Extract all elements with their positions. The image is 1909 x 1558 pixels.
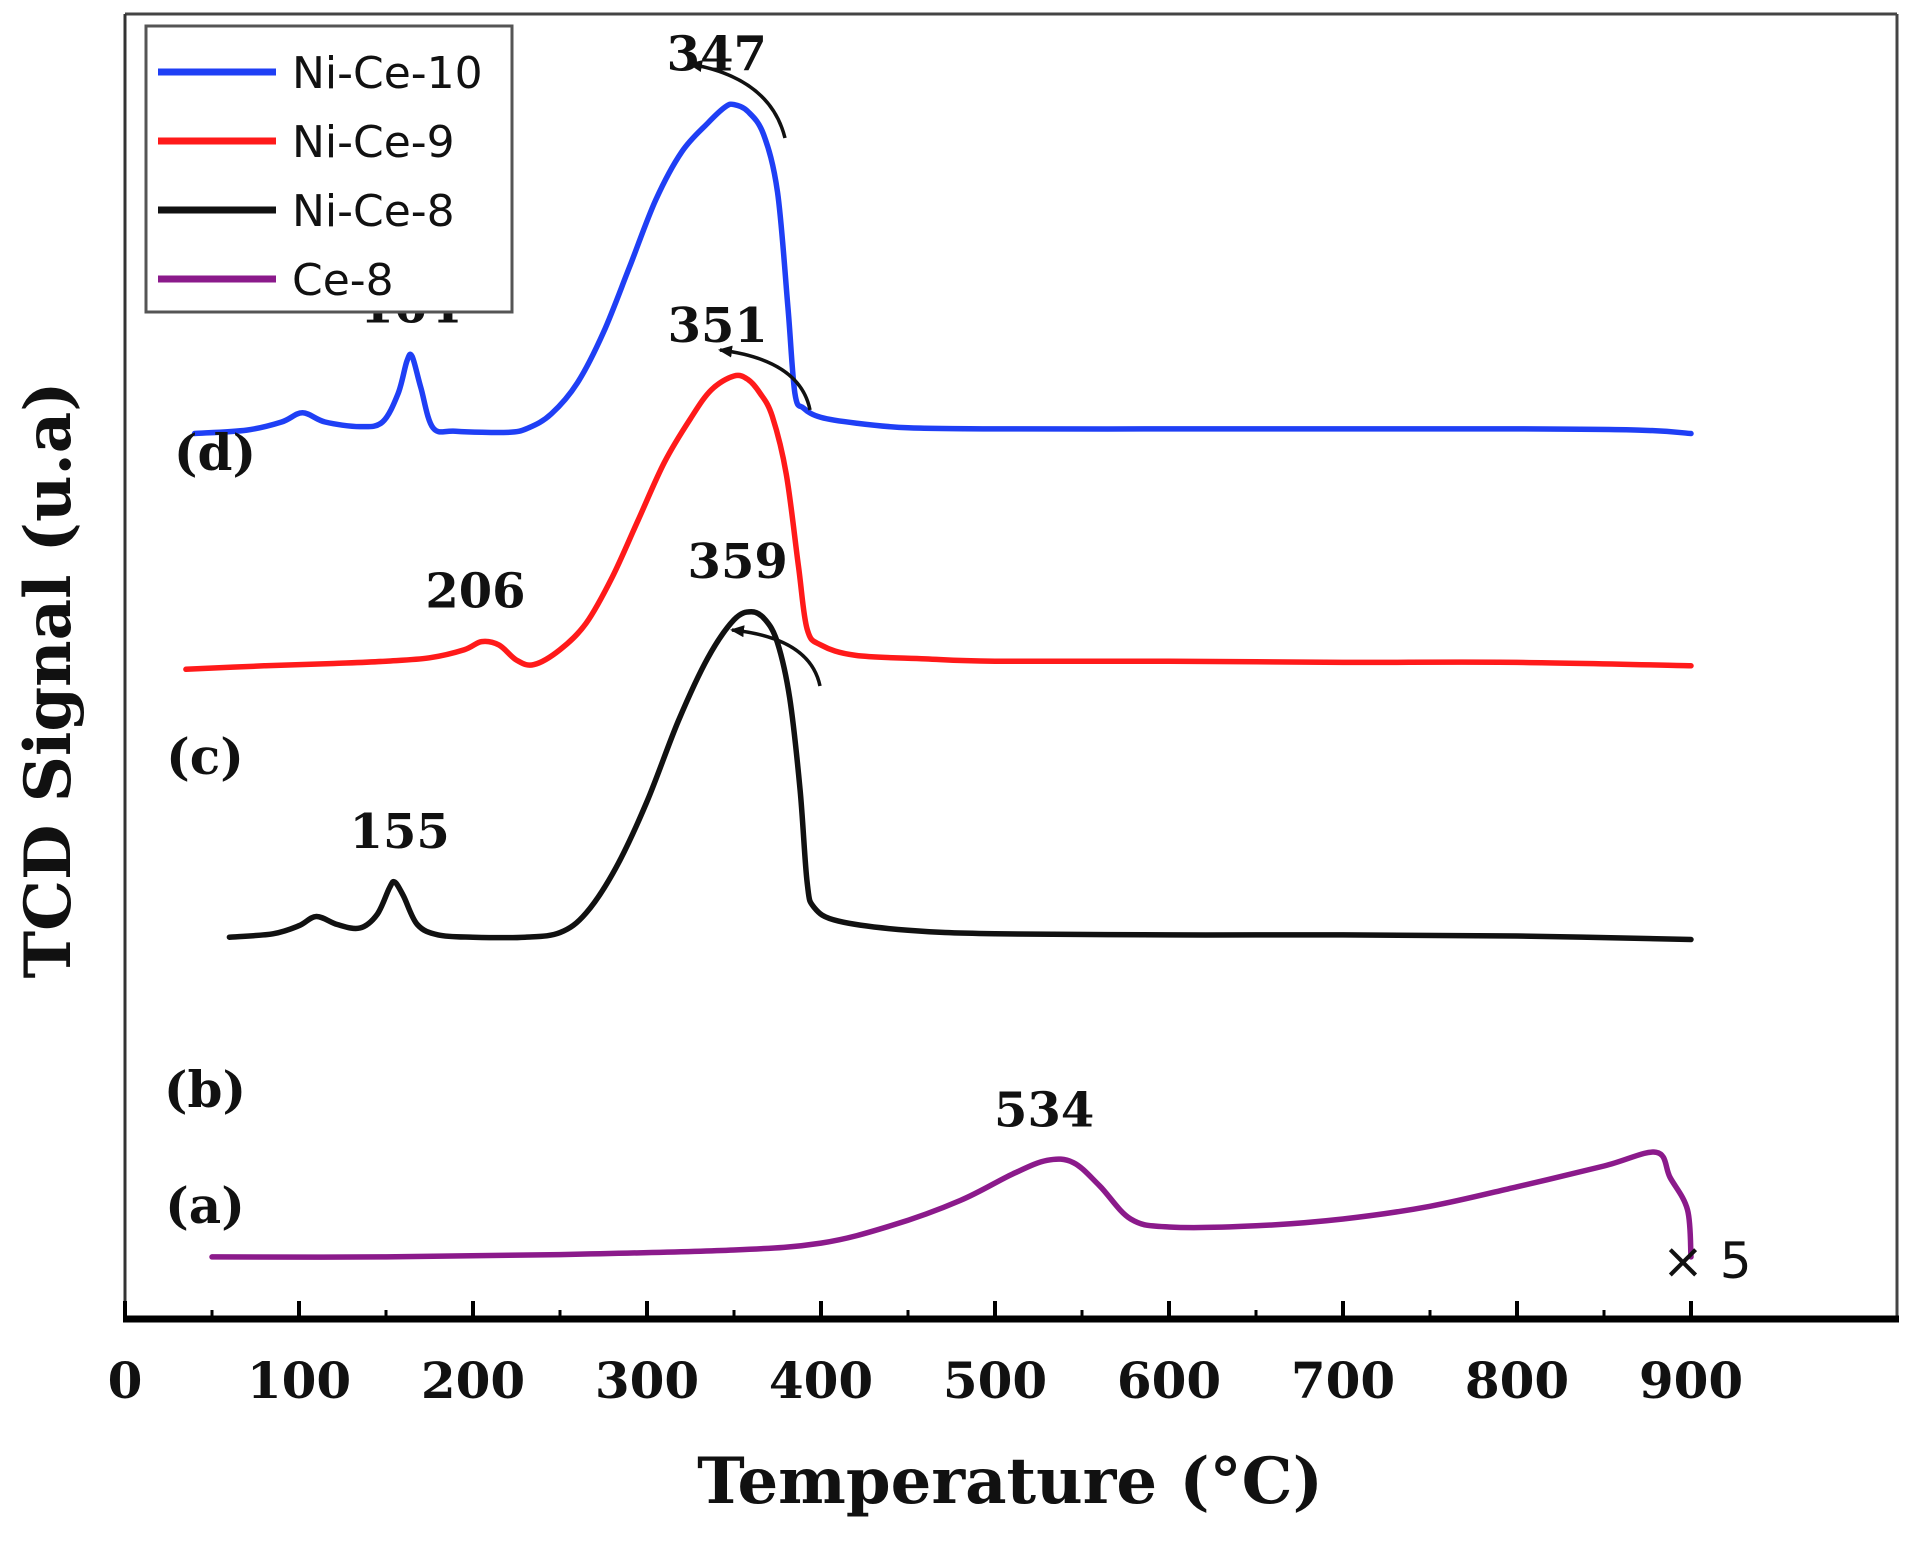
peak-label-351: 351 (668, 298, 768, 354)
peak-label-359: 359 (688, 534, 788, 590)
x-tick-label-300: 300 (595, 1351, 699, 1410)
peak-label-347: 347 (667, 27, 767, 83)
x-tick-label-600: 600 (1117, 1351, 1221, 1410)
shift-arrow-d (688, 60, 787, 139)
x-tick-label-200: 200 (421, 1351, 525, 1410)
x-axis-title: Temperature (°C) (697, 1444, 1323, 1519)
series-line-ce-8 (209, 1149, 1694, 1260)
scale-annotation: × 5 (1662, 1232, 1752, 1290)
x-tick-label-400: 400 (769, 1351, 873, 1410)
peak-label-534: 534 (994, 1082, 1094, 1138)
curve-label-ni-ce-9: (c) (166, 727, 244, 786)
series-line-ni-ce-9 (183, 372, 1694, 673)
shift-arrow-b (730, 625, 822, 687)
y-axis-title: TCD Signal (u.a) (11, 381, 86, 978)
legend-label-ni-ce-10: Ni-Ce-10 (292, 48, 483, 99)
curve-label-ni-ce-8: (b) (164, 1060, 246, 1119)
legend-label-ni-ce-9: Ni-Ce-9 (292, 117, 455, 168)
peak-label-155: 155 (350, 804, 450, 860)
series-line-ni-ce-8 (226, 609, 1694, 943)
peak-label-206: 206 (425, 564, 525, 620)
shift-arrow-c (718, 345, 812, 411)
x-tick-label-900: 900 (1639, 1351, 1743, 1410)
x-tick-label-700: 700 (1291, 1351, 1395, 1410)
x-tick-label-500: 500 (943, 1351, 1047, 1410)
legend-label-ni-ce-8: Ni-Ce-8 (292, 186, 455, 237)
x-tick-label-100: 100 (247, 1351, 351, 1410)
curve-label-ni-ce-10: (d) (174, 423, 256, 482)
series-line-ni-ce-10 (191, 101, 1694, 437)
curve-label-ce-8: (a) (165, 1176, 245, 1235)
x-tick-label-0: 0 (108, 1351, 143, 1410)
x-tick-label-800: 800 (1465, 1351, 1569, 1410)
legend-label-ce-8: Ce-8 (292, 255, 394, 306)
